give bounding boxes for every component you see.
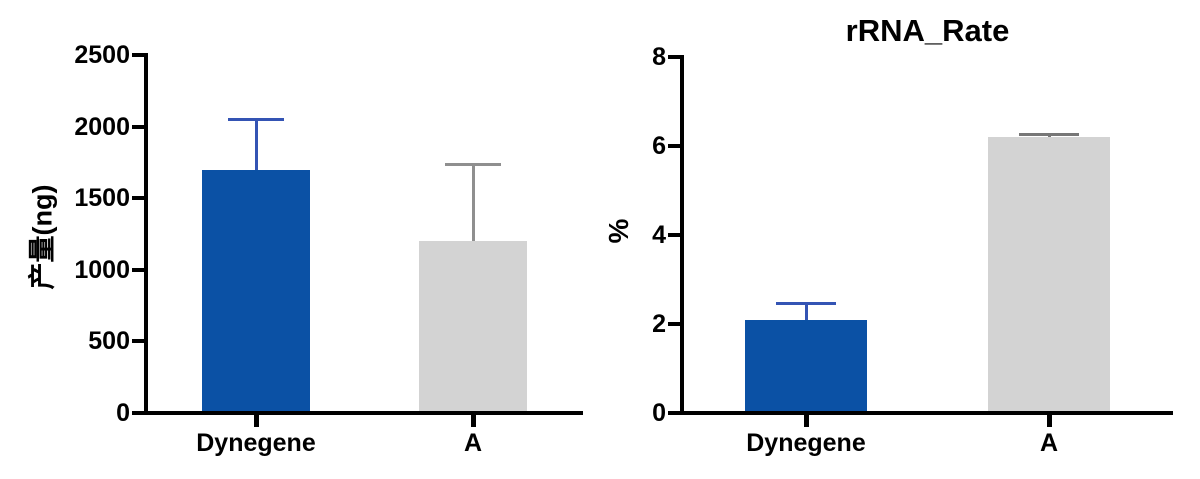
yield-chart-y-tick bbox=[132, 411, 144, 415]
yield-chart-x-tick bbox=[253, 415, 259, 427]
rrna-rate-chart-category-label-a: A bbox=[1039, 429, 1059, 457]
rrna-rate-chart-y-tick bbox=[668, 55, 680, 59]
rrna-rate-chart-y-tick-label: 8 bbox=[652, 43, 666, 71]
rrna-rate-chart-x-tick bbox=[803, 415, 809, 427]
rrna-rate-chart-y-axis bbox=[680, 55, 684, 415]
rrna-rate-chart-y-tick-label: 2 bbox=[652, 310, 666, 338]
yield-chart-y-tick-label: 1000 bbox=[74, 255, 130, 284]
rrna-rate-chart-error-bar-line bbox=[804, 303, 808, 320]
rrna-rate-chart-category-label-dynegene: Dynegene bbox=[746, 429, 866, 457]
yield-chart-y-tick-label: 1500 bbox=[74, 184, 130, 213]
rrna-rate-chart-x-tick bbox=[1046, 415, 1052, 427]
yield-chart-y-tick-label: 500 bbox=[88, 327, 130, 356]
rrna-rate-chart-bar-a bbox=[988, 137, 1110, 413]
rrna-rate-chart-bar-dynegene bbox=[745, 319, 867, 413]
rrna-rate-chart-y-tick-label: 6 bbox=[652, 132, 666, 160]
rrna-rate-chart-y-tick bbox=[668, 322, 680, 326]
yield-chart-y-tick bbox=[132, 339, 144, 344]
rrna-rate-chart-y-tick bbox=[668, 411, 680, 415]
yield-chart-error-bar-line bbox=[471, 163, 475, 242]
rrna-rate-chart-y-tick bbox=[668, 144, 680, 148]
yield-chart-bar-dynegene bbox=[202, 169, 310, 413]
yield-chart-y-tick-label: 2000 bbox=[74, 112, 130, 141]
yield-chart-y-tick bbox=[132, 53, 144, 57]
yield-chart-y-axis bbox=[144, 53, 148, 415]
yield-chart-y-tick-label: 0 bbox=[116, 399, 130, 427]
yield-chart-y-tick bbox=[132, 124, 144, 129]
yield-chart-category-label-dynegene: Dynegene bbox=[196, 429, 316, 457]
yield-chart-x-axis bbox=[143, 411, 583, 415]
rrna-rate-chart-x-axis bbox=[679, 411, 1173, 415]
yield-chart-y-tick bbox=[132, 267, 144, 272]
rrna-rate-chart-error-bar-cap bbox=[776, 302, 836, 306]
yield-chart-bar-a bbox=[419, 241, 527, 413]
yield-chart-category-label-a: A bbox=[463, 429, 483, 457]
rrna-rate-chart-y-tick-label: 0 bbox=[652, 399, 666, 427]
yield-chart-error-bar-cap bbox=[228, 118, 284, 122]
rrna-rate-chart-title: rRNA_Rate bbox=[845, 13, 1010, 48]
rrna-rate-chart-error-bar-cap bbox=[1019, 132, 1079, 136]
yield-chart-error-bar-line bbox=[254, 119, 258, 170]
yield-chart-x-tick bbox=[470, 415, 476, 427]
rrna-rate-chart-y-tick bbox=[668, 233, 680, 237]
yield-chart-y-tick-label: 2500 bbox=[74, 41, 130, 69]
yield-chart-y-tick bbox=[132, 196, 144, 201]
rrna-rate-chart-y-tick-label: 4 bbox=[652, 221, 666, 249]
yield-chart-error-bar-cap bbox=[445, 162, 501, 166]
